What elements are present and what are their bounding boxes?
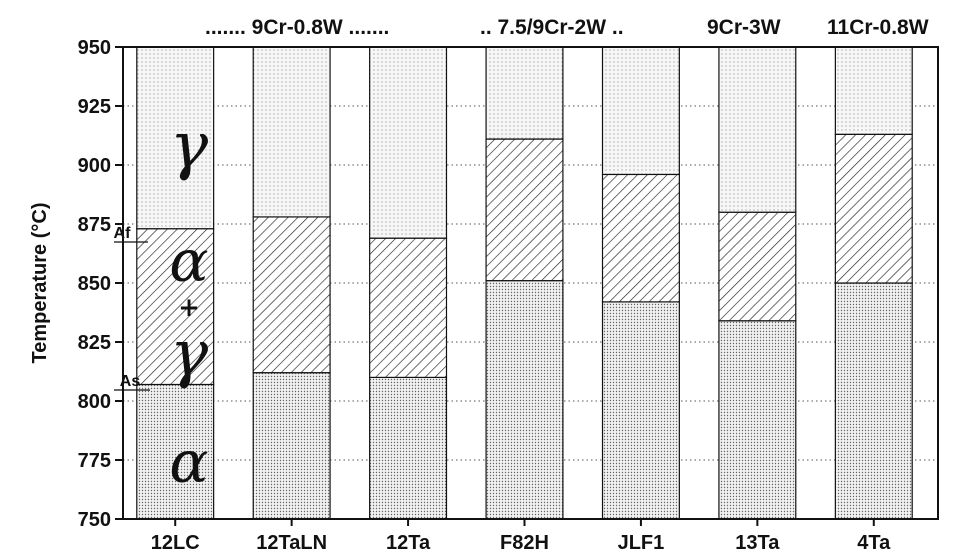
y-tick-label: 950 <box>78 37 111 59</box>
y-tick-label: 850 <box>78 273 111 295</box>
bar-segment-alpha <box>718 320 797 520</box>
phase-label-plus: + <box>178 293 200 323</box>
bar-segment-alpha-gamma <box>369 237 448 379</box>
group-label-11cr-0-8w: 11Cr-0.8W <box>827 16 929 39</box>
af-marker-label: Af <box>114 225 132 242</box>
phase-label-alpha-mid: α <box>169 227 208 295</box>
bar-segment-alpha <box>834 282 913 520</box>
bar-segment-gamma <box>369 46 448 239</box>
category-label: F82H <box>500 532 549 554</box>
bar-segment-gamma <box>136 46 215 230</box>
bar-segment-alpha <box>136 383 215 520</box>
phase-label-alpha-bottom: α <box>169 428 208 496</box>
bar-segment-gamma <box>834 46 913 135</box>
bar-segment-alpha <box>601 301 680 520</box>
y-tick-label: 875 <box>78 214 111 236</box>
bar-segment-alpha-gamma <box>718 211 797 322</box>
y-axis-ticks: 750 775 800 825 850 875 900 925 950 <box>78 37 123 531</box>
bar-segment-alpha <box>252 372 331 520</box>
phase-label-gamma-top: γ <box>170 109 209 183</box>
category-label: 12TaLN <box>256 532 327 554</box>
y-tick-label: 925 <box>78 96 111 118</box>
bars <box>136 46 913 520</box>
bar-segment-alpha-gamma <box>834 133 913 284</box>
bar-segment-gamma <box>601 46 680 176</box>
bar-segment-alpha <box>485 280 564 520</box>
bar-segment-alpha-gamma <box>601 173 680 303</box>
y-tick-label: 750 <box>78 509 111 531</box>
y-tick-label: 800 <box>78 391 111 413</box>
bar-segment-alpha-gamma <box>485 138 564 282</box>
group-label-7-5-9cr-2w: .. 7.5/9Cr-2W .. <box>480 16 624 39</box>
as-marker-label: As <box>120 373 141 390</box>
bar-segment-alpha-gamma <box>252 216 331 374</box>
category-label: JLF1 <box>618 532 665 554</box>
x-axis-labels: 12LC 12TaLN 12Ta F82H JLF1 13Ta 4Ta <box>151 519 891 554</box>
bar-segment-alpha <box>369 376 448 520</box>
group-label-9cr-3w: 9Cr-3W <box>707 16 781 39</box>
bar-segment-gamma <box>718 46 797 213</box>
category-label: 12LC <box>151 532 200 554</box>
y-tick-label: 775 <box>78 450 111 472</box>
category-label: 12Ta <box>386 532 431 554</box>
bar-segment-alpha-gamma <box>136 228 215 386</box>
phase-label-gamma-mid: γ <box>170 317 209 391</box>
y-axis-title: Temperature (°C) <box>29 203 51 364</box>
y-tick-label: 900 <box>78 155 111 177</box>
y-tick-label: 825 <box>78 332 111 354</box>
bar-segment-gamma <box>252 46 331 218</box>
category-label: 13Ta <box>735 532 780 554</box>
bar-segment-gamma <box>485 46 564 140</box>
group-label-9cr-0-8w: ....... 9Cr-0.8W ....... <box>205 16 389 39</box>
category-label: 4Ta <box>857 532 891 554</box>
